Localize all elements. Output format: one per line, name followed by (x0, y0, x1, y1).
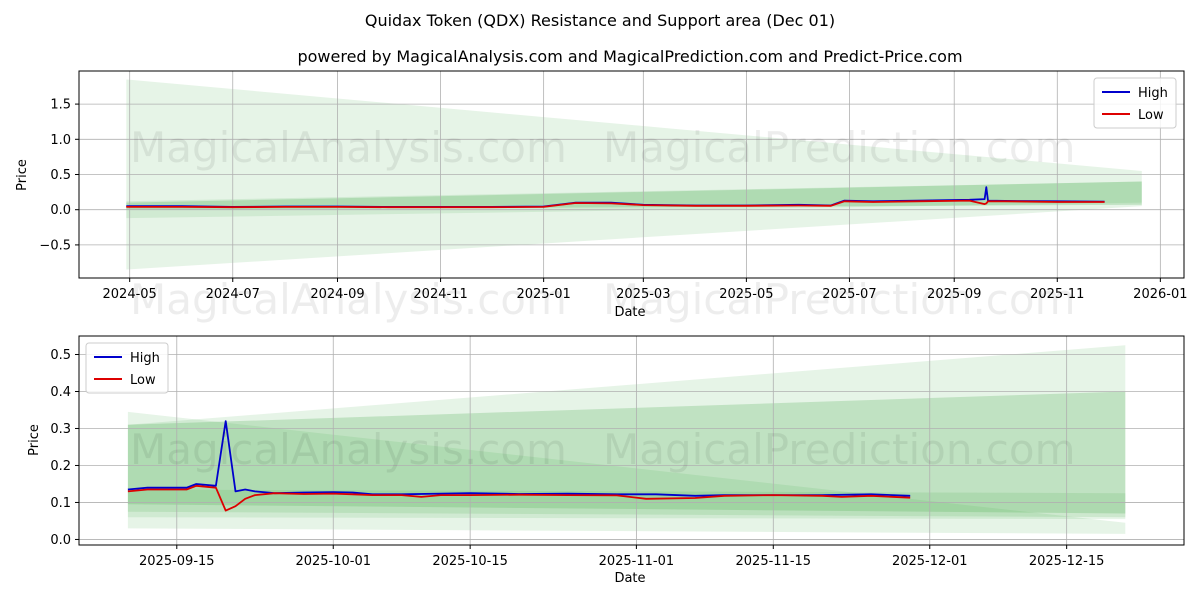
x-tick-label: 2025-12-15 (1029, 554, 1105, 569)
watermark-bottom-right: MagicalPrediction.com (603, 425, 1076, 474)
y-tick-label: 0.0 (50, 203, 71, 218)
watermark-top-left: MagicalAnalysis.com (130, 123, 567, 172)
series-line-low (126, 199, 1105, 209)
watermark-middle-right: MagicalPrediction.com (603, 275, 1076, 324)
bottom-y-axis-label: Price (27, 424, 42, 456)
watermark-middle-left: MagicalAnalysis.com (130, 275, 567, 324)
band-light-upper (127, 345, 1126, 520)
x-tick-label: 2025-11 (1030, 287, 1084, 302)
y-tick-label: 1.0 (50, 133, 71, 148)
legend-frame (85, 342, 169, 394)
x-tick-label: 2024-09 (310, 287, 364, 302)
band-group (127, 345, 1126, 534)
series-group (127, 420, 911, 512)
x-tick-label: 2026-01 (1133, 287, 1187, 302)
band-light-resistance (126, 181, 1142, 219)
y-tick-label: 0.3 (50, 422, 71, 437)
y-tick-label: 0.4 (50, 385, 71, 400)
x-tick-label: 2025-03 (616, 287, 670, 302)
x-tick-label: 2025-11-01 (599, 554, 675, 569)
x-tick-label: 2025-07 (822, 287, 876, 302)
x-tick-label: 2025-09 (927, 287, 981, 302)
chart-subtitle: powered by MagicalAnalysis.com and Magic… (297, 47, 962, 66)
bottom-panel: Date Price 2025-09-15 2025-10-01 2025-10-1… (27, 335, 1185, 586)
x-tick-label: 2024-05 (103, 287, 157, 302)
x-tick-label: 2025-05 (719, 287, 773, 302)
series-line-low (127, 484, 911, 512)
watermark-top-right: MagicalPrediction.com (603, 123, 1076, 172)
plot-frame (78, 70, 1185, 279)
x-tick-label: 2024-07 (206, 287, 260, 302)
legend-label-low: Low (1138, 108, 1164, 123)
y-tick-label: 0.5 (50, 168, 71, 183)
y-tick-label: 0.2 (50, 459, 71, 474)
series-line-high (127, 420, 911, 497)
legend-frame (1093, 77, 1177, 129)
bottom-x-axis-label: Date (614, 571, 645, 586)
x-tick-label: 2025-09-15 (139, 554, 215, 569)
legend: High Low (1093, 77, 1177, 129)
plot-frame (78, 335, 1185, 546)
top-panel: Date Price 2024-05 2024-07 2024-09 2024-11 2… (15, 70, 1188, 320)
legend-label-low: Low (130, 373, 156, 388)
x-tick-label: 2025-10-15 (432, 554, 508, 569)
series-group (126, 186, 1105, 209)
y-tick-label: 0.0 (50, 533, 71, 548)
band-light-lower (127, 411, 1126, 534)
x-tick-label: 2025-12-01 (892, 554, 968, 569)
x-tick-label: 2024-11 (413, 287, 467, 302)
band-dark-upper (127, 391, 1126, 514)
legend: High Low (85, 342, 169, 394)
x-tick-label: 2025-10-01 (295, 554, 371, 569)
watermark-bottom-left: MagicalAnalysis.com (130, 425, 567, 474)
y-tick-label: −0.5 (39, 238, 71, 253)
top-y-axis-label: Price (15, 159, 30, 191)
y-tick-label: 0.5 (50, 348, 71, 363)
legend-label-high: High (130, 351, 160, 366)
x-tick-label: 2025-01 (516, 287, 570, 302)
legend-label-high: High (1138, 86, 1168, 101)
chart-title: Quidax Token (QDX) Resistance and Suppor… (365, 11, 835, 30)
x-tick-label: 2025-11-15 (736, 554, 812, 569)
y-tick-label: 0.1 (50, 496, 71, 511)
y-tick-label: 1.5 (50, 98, 71, 113)
top-x-axis-label: Date (614, 305, 645, 320)
